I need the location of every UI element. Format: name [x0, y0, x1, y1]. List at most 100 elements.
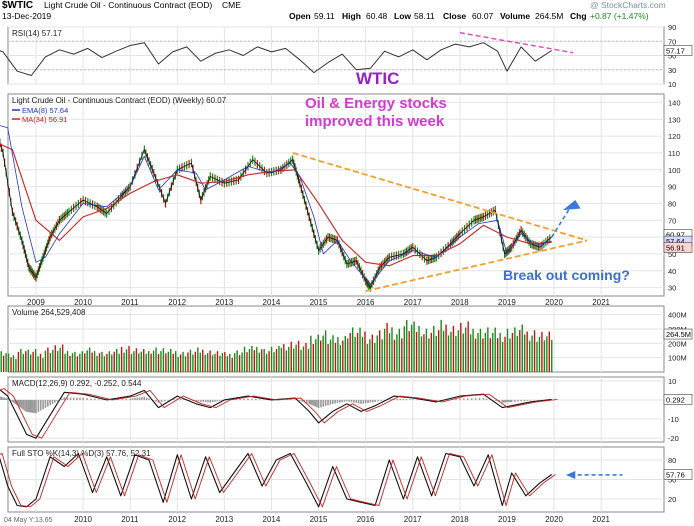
macd-line: [0, 389, 552, 439]
close-value: 60.07: [472, 11, 494, 21]
change-label: Chg: [570, 11, 587, 21]
open-value: 59.11: [314, 11, 335, 21]
value-tag-label: 57.17: [666, 46, 685, 55]
volume-title: Volume 264,529,408: [12, 308, 86, 317]
price-year-label: 2020: [545, 298, 563, 307]
bottom-year-label: 2011: [121, 515, 139, 524]
price-year-label: 2010: [74, 298, 92, 307]
price-tick-label: 80: [668, 199, 676, 208]
bottom-year-label: 2014: [263, 515, 281, 524]
bottom-year-label: 2016: [357, 515, 375, 524]
value-tag-label: 0.292: [666, 395, 685, 404]
low-label: Low: [394, 11, 411, 21]
rsi-line: [0, 42, 552, 76]
high-value: 60.48: [366, 11, 388, 21]
price-tick-label: 140: [668, 98, 681, 107]
price-tick-label: 70: [668, 216, 676, 225]
stochastic-d-line: [0, 453, 556, 508]
price-year-label: 2016: [357, 298, 375, 307]
price-line: [0, 141, 552, 289]
value-tag-box: [663, 328, 693, 340]
volume-value: 264.5M: [535, 11, 564, 21]
stochastic-arrow-icon: [565, 470, 576, 479]
annotation-title: WTIC: [356, 69, 399, 88]
stock-chart: 90 70 50 30 10 RSI(14) 57.17 57.17 140 130 120 110…: [0, 23, 693, 524]
chart-date: 13-Dec-2019: [2, 11, 52, 21]
annotation-subtitle-1: Oil & Energy stocks: [305, 95, 447, 112]
value-tag-box: [663, 242, 693, 253]
price-tick-label: 110: [668, 149, 680, 158]
price-panel: [7, 93, 665, 297]
volume-tick-label: 400M: [668, 311, 687, 320]
rsi-title: RSI(14) 57.17: [12, 29, 62, 38]
price-tick-label: 40: [668, 267, 676, 276]
high-label: High: [342, 11, 361, 21]
instrument-name: Light Crude Oil - Continuous Contract (E…: [44, 0, 213, 10]
value-tag-box: [663, 394, 693, 405]
price-year-label: 2017: [404, 298, 422, 307]
annotation-subtitle-2: improved this week: [305, 113, 445, 130]
ma34-line: [0, 143, 552, 267]
macd-signal-line: [0, 388, 558, 439]
value-tag-box: [663, 45, 693, 56]
price-year-label: 2014: [263, 298, 281, 307]
ma-value-tag: 56.91: [663, 242, 693, 253]
price-tick-label: 130: [668, 115, 681, 124]
price-tick-label: 100: [668, 166, 681, 175]
volume-value-tag: 264.5M: [663, 328, 693, 340]
breakout-arrow-shaft: [551, 206, 572, 238]
rsi-tick-label: 90: [668, 23, 676, 32]
macd-tick-label: -10: [668, 415, 679, 424]
ema8-line: [0, 125, 552, 285]
breakout-arrow-icon: [562, 200, 581, 211]
bottom-year-label: 2019: [498, 515, 516, 524]
open-label: Open: [289, 11, 311, 21]
macd-title: MACD(12,26,9) 0.292, -0.252, 0.544: [12, 379, 142, 388]
price-tick-label: 30: [668, 284, 676, 293]
rsi-value-tag: 57.17: [663, 45, 693, 56]
ema-legend-label: EMA(8) 57.64: [22, 106, 68, 115]
annotation-breakout: Break out coming?: [503, 267, 630, 283]
watermark: @ StockCharts.com: [590, 0, 666, 10]
bottom-year-label: 2013: [215, 515, 233, 524]
value-tag-label: 56.91: [666, 244, 685, 253]
upper-trendline: [292, 152, 588, 242]
exchange: CME: [222, 0, 241, 10]
rsi-trendline: [459, 32, 574, 54]
stochastic-title: Full STO %K(14,3) %D(3) 57.76, 52.31: [12, 449, 151, 458]
bottom-year-label: 2020: [545, 515, 563, 524]
bottom-year-label: 2021: [592, 515, 610, 524]
bottom-year-label: 2015: [310, 515, 328, 524]
value-tag-label: 60.97: [666, 231, 685, 240]
macd-tick-label: -20: [668, 434, 679, 443]
stochastic-tick-label: 80: [668, 456, 676, 465]
price-year-label: 2015: [310, 298, 328, 307]
bottom-year-label: 2018: [451, 515, 469, 524]
stochastic-tick-label: 50: [668, 476, 676, 485]
rsi-tick-label: 70: [668, 37, 676, 46]
macd-value-tag: 0.292: [663, 394, 693, 405]
price-year-label: 2018: [451, 298, 469, 307]
chart-header-row1: $WTIC Light Crude Oil - Continuous Contr…: [0, 0, 694, 11]
price-year-label: 2009: [27, 298, 45, 307]
lower-trendline: [365, 239, 588, 292]
bottom-year-label: 2010: [74, 515, 92, 524]
chart-header-row2: 13-Dec-2019 Open 59.11 High 60.48 Low 58…: [0, 11, 694, 22]
value-tag-label: 57.76: [666, 470, 685, 479]
volume-tick-label: 200M: [668, 339, 687, 348]
value-tag-label: 264.5M: [666, 330, 691, 339]
stochastic-k-line: [0, 452, 553, 508]
volume-label: Volume: [500, 11, 531, 21]
bottom-year-label: 2017: [404, 515, 422, 524]
ma-legend-label: MA(34) 56.91: [22, 115, 67, 124]
value-tag-box: [663, 469, 693, 480]
stochastic-tick-label: 20: [668, 495, 676, 504]
value-tag-label: 57.64: [666, 237, 685, 246]
price-year-label: 2013: [215, 298, 233, 307]
close-label: Close: [443, 11, 467, 21]
rsi-tick-label: 50: [668, 52, 676, 61]
bottom-year-label: 2012: [168, 515, 186, 524]
price-year-label: 2012: [168, 298, 186, 307]
price-year-label: 2019: [498, 298, 516, 307]
low-value: 58.11: [414, 11, 435, 21]
